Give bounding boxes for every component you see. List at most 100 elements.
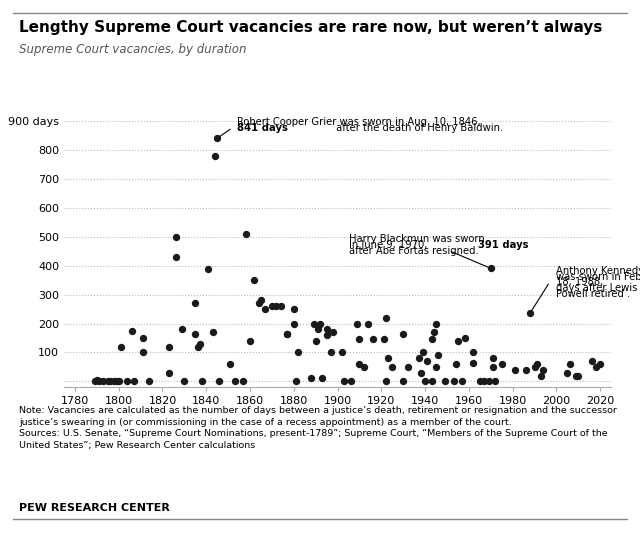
Point [210,152,220,160]
Point [256,296,266,305]
Text: after the death of Henry Baldwin.: after the death of Henry Baldwin. [333,123,504,134]
Point [422,357,433,365]
Point [289,305,299,313]
Point [427,335,437,344]
Point [387,363,397,371]
Point [488,363,498,371]
Point [457,377,467,386]
Point [564,360,575,368]
Point [521,366,531,374]
Point [413,354,424,363]
Point [190,329,200,338]
Point [111,377,122,386]
Point [510,366,520,374]
Point [440,377,450,386]
Point [99,376,109,385]
Point [381,377,391,386]
Point [230,377,240,386]
Point [193,342,203,351]
Point [591,363,601,371]
Point [164,342,174,351]
Point [94,377,104,386]
Point [571,371,581,380]
Point [415,368,426,377]
Point [573,371,584,380]
Point [276,302,286,310]
Point [241,230,251,238]
Point [427,377,437,386]
Point [326,348,336,357]
Point [563,368,573,377]
Point [225,360,236,368]
Point [367,335,378,344]
Point [245,336,255,345]
Text: Harry Blackmun was sworn: Harry Blackmun was sworn [349,234,484,244]
Point [105,376,115,385]
Point [196,377,207,386]
Point [289,319,299,328]
Point [238,377,248,386]
Point [113,376,124,385]
Point [317,374,328,383]
Point [536,371,547,380]
Point [282,329,292,338]
Point [170,233,180,241]
Point [337,348,347,357]
Point [460,334,470,342]
Point [449,377,459,386]
Point [383,354,393,363]
Text: 18, 1988,: 18, 1988, [556,277,607,287]
Point [346,377,356,386]
Point [306,374,316,383]
Point [190,299,200,308]
Point [355,360,365,368]
Point [127,326,137,335]
Point [271,302,282,310]
Point [267,302,277,310]
Point [282,329,292,338]
Point [381,313,391,322]
Point [398,377,408,386]
Text: 841 days: 841 days [237,123,288,134]
Point [483,377,493,386]
Point [310,336,321,345]
Point [586,357,596,365]
Point [431,363,441,371]
Point [525,309,535,317]
Point [293,348,303,357]
Point [170,253,180,261]
Point [116,342,126,351]
Point [488,354,498,363]
Point [109,377,120,386]
Point [164,368,174,377]
Point [204,264,214,273]
Text: in June 9, 1970,: in June 9, 1970, [349,240,430,250]
Point [378,335,388,344]
Point [352,319,362,328]
Point [90,377,100,386]
Point [359,363,369,371]
Point [538,366,548,374]
Point [138,348,148,357]
Point [529,363,540,371]
Point [403,363,413,371]
Point [532,360,542,368]
Point [475,377,485,386]
Point [208,328,218,336]
Text: Robert Cooper Grier was sworn in Aug. 10, 1846,: Robert Cooper Grier was sworn in Aug. 10… [237,117,481,128]
Text: Sources: U.S. Senate, “Supreme Court Nominations, present-1789”; Supreme Court, : Sources: U.S. Senate, “Supreme Court Nom… [19,429,608,438]
Point [497,360,507,368]
Text: days after Lewis: days after Lewis [556,283,638,293]
Text: 391 days: 391 days [477,240,528,250]
Point [595,360,605,368]
Text: PEW RESEARCH CENTER: PEW RESEARCH CENTER [19,502,170,513]
Point [486,264,496,273]
Point [129,377,139,386]
Point [355,335,365,344]
Point [429,328,439,336]
Point [468,358,479,367]
Point [138,334,148,342]
Point [212,134,222,143]
Point [308,319,319,328]
Point [253,299,264,308]
